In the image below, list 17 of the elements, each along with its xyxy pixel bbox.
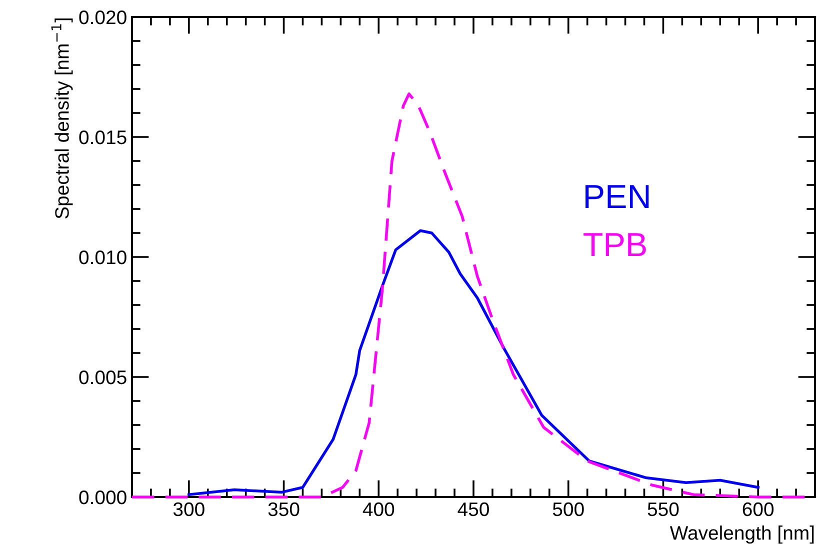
- x-tick-label: 500: [552, 502, 584, 516]
- y-tick-label: 0.000: [79, 490, 126, 504]
- x-tick-label: 450: [458, 502, 489, 516]
- x-tick-label: 350: [268, 502, 300, 516]
- y-tick-label: 0.010: [79, 250, 126, 264]
- x-tick-label: 300: [173, 502, 204, 516]
- line-series: [188, 229, 760, 496]
- y-axis-title: Spectral density [nm$^{−1}$]: [51, 18, 73, 219]
- x-axis-title: Wavelength [nm]: [670, 526, 814, 544]
- text: PEN: [586, 185, 649, 208]
- x-tick-label: 550: [648, 502, 679, 516]
- x-tick-label: 600: [742, 502, 774, 516]
- x-tick-label: 400: [362, 502, 394, 516]
- y-tick-label: 0.020: [79, 10, 126, 24]
- y-tick-label: 0.005: [79, 370, 126, 384]
- text: TPB: [584, 233, 646, 256]
- y-tick-label: 0.015: [79, 130, 126, 144]
